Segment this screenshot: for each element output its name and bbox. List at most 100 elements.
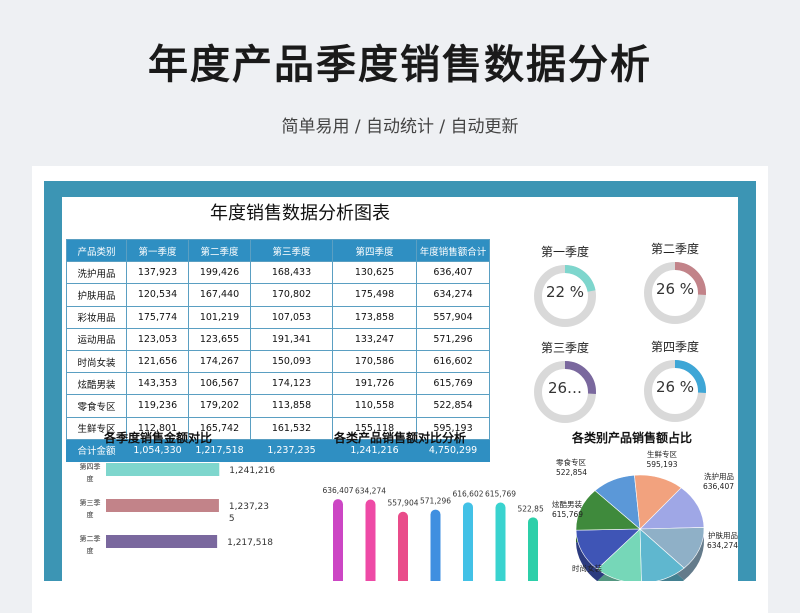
- header-cell: 第一季度: [126, 238, 189, 263]
- category-chart-title: 各类产品销售额对比分析: [334, 431, 467, 445]
- table-row: 护肤用品 120,534 167,440 170,802 175,498 634,274: [66, 283, 490, 307]
- value-cell: 615,769: [416, 372, 490, 396]
- quarter-category-label: 度: [87, 474, 94, 483]
- pie-label-value: 615,769: [552, 510, 583, 519]
- value-cell: 137,923: [126, 261, 189, 285]
- total-cell: 4,750,299: [416, 438, 490, 462]
- pie-slice: [634, 474, 682, 530]
- category-value-label: 571,296: [420, 497, 451, 506]
- total-cell: 1,217,518: [188, 438, 251, 462]
- value-cell: 113,858: [250, 394, 333, 418]
- quarter-category-label: 第四季: [80, 462, 101, 471]
- donut-percent: 26 %: [655, 378, 695, 396]
- donut-arc: [534, 265, 596, 327]
- value-cell: 170,586: [332, 349, 417, 374]
- value-cell: 636,407: [416, 261, 490, 285]
- value-cell: 119,236: [126, 394, 189, 418]
- value-cell: 123,053: [126, 327, 189, 351]
- table-row: 运动用品 123,053 123,655 191,341 133,247 571,296: [66, 327, 490, 351]
- value-cell: 634,274: [416, 283, 490, 307]
- pie-label-value: 522,854: [556, 468, 587, 477]
- quarter-bar: [106, 535, 218, 548]
- donut-arc: [534, 361, 596, 423]
- pie-slice: [639, 528, 685, 581]
- quarter-category-label: 第二季: [80, 534, 101, 543]
- category-bar: [365, 499, 376, 581]
- category-cell: 时尚女装: [66, 349, 127, 374]
- sheet-title: 年度销售数据分析图表: [210, 203, 390, 224]
- pie-label-name: 零食专区: [556, 457, 586, 467]
- donut-percent: 26…: [547, 379, 583, 397]
- pie-label-name: 炫酷男装: [552, 499, 582, 509]
- quarter-category-label: 第三季: [80, 498, 101, 507]
- pie-label-name: 生鲜专区: [647, 449, 677, 459]
- category-cell: 洗护用品: [66, 261, 127, 285]
- value-cell: 101,219: [188, 305, 251, 329]
- value-cell: 165,742: [188, 416, 251, 440]
- donut-ring: [644, 360, 706, 422]
- total-cell: 1,237,235: [250, 438, 333, 462]
- pie-label-name: 洗护用品: [704, 471, 734, 481]
- donut-label: 第二季度: [650, 242, 699, 256]
- header-cell: 第二季度: [188, 238, 251, 263]
- value-cell: 110,558: [332, 394, 417, 418]
- pie-label-value: 634,274: [707, 541, 738, 550]
- header-cell: 第四季度: [332, 238, 417, 263]
- value-cell: 199,426: [188, 261, 251, 285]
- category-bar: [463, 502, 473, 581]
- pie-slice: [639, 527, 705, 569]
- quarter-value-label: 1,237,23: [229, 502, 269, 512]
- quarter-category-label: 度: [87, 510, 94, 519]
- donut-percent: 26 %: [655, 280, 695, 298]
- value-cell: 557,904: [416, 305, 490, 329]
- value-cell: 522,854: [416, 394, 490, 418]
- value-cell: 120,534: [126, 283, 189, 307]
- category-cell: 彩妆用品: [66, 305, 127, 329]
- quarter-chart-title: 各季度销售金额对比: [104, 431, 213, 445]
- dashboard-canvas: 年度销售数据分析图表 产品类别 第一季度 第二季度 第三季度 第四季度 年度销售…: [62, 197, 738, 581]
- value-cell: 175,498: [332, 283, 417, 307]
- table-header-row: 产品类别 第一季度 第二季度 第三季度 第四季度 年度销售额合计: [66, 238, 490, 263]
- value-cell: 175,774: [126, 305, 189, 329]
- donut-percent: 22 %: [545, 283, 585, 301]
- total-row: 合计金额 1,054,330 1,217,518 1,237,235 1,241,216…: [66, 438, 490, 462]
- value-cell: 174,123: [250, 372, 333, 396]
- category-bar: [333, 499, 343, 581]
- value-cell: 143,353: [126, 372, 189, 396]
- donut-q4: 第四季度 26 %: [620, 338, 730, 438]
- category-bar: [495, 502, 506, 581]
- category-value-label: 616,602: [452, 489, 483, 498]
- donut-label: 第一季度: [540, 245, 589, 259]
- dashboard-sheet: 年度销售数据分析图表 产品类别 第一季度 第二季度 第三季度 第四季度 年度销售…: [44, 181, 756, 581]
- pie-label-name: 护肤用品: [708, 530, 738, 540]
- pie-label-value: 595,193: [646, 460, 677, 469]
- header-cell: 第三季度: [250, 238, 333, 263]
- sales-table: 产品类别 第一季度 第二季度 第三季度 第四季度 年度销售额合计 洗护用品 137…: [66, 238, 490, 462]
- donut-arc: [644, 360, 706, 422]
- category-cell: 运动用品: [66, 327, 127, 351]
- category-value-label: 615,769: [485, 489, 516, 498]
- value-cell: 173,858: [332, 305, 417, 329]
- donut-arc: [644, 262, 706, 324]
- table-row: 时尚女装 121,656 174,267 150,093 170,586 616,602: [66, 349, 490, 374]
- value-cell: 106,567: [188, 372, 251, 396]
- value-cell: 179,202: [188, 394, 251, 418]
- category-bar: [398, 511, 408, 581]
- quarter-value-label: 1,217,518: [227, 538, 273, 548]
- value-cell: 170,802: [250, 283, 333, 307]
- header-cell: 产品类别: [66, 238, 127, 263]
- value-cell: 191,341: [250, 327, 333, 351]
- table-row: 洗护用品 137,923 199,426 168,433 130,625 636,407: [66, 261, 490, 285]
- value-cell: 155,118: [332, 416, 417, 440]
- category-cell: 生鲜专区: [66, 416, 127, 440]
- value-cell: 121,656: [126, 349, 189, 374]
- category-bar: [528, 517, 538, 581]
- page-title: 年度产品季度销售数据分析: [148, 42, 652, 88]
- donut-q1: 第一季度 22 %: [510, 243, 620, 343]
- value-cell: 174,267: [188, 349, 251, 374]
- quarter-bar: [106, 463, 220, 476]
- value-cell: 191,726: [332, 372, 417, 396]
- category-value-label: 557,904: [387, 499, 418, 508]
